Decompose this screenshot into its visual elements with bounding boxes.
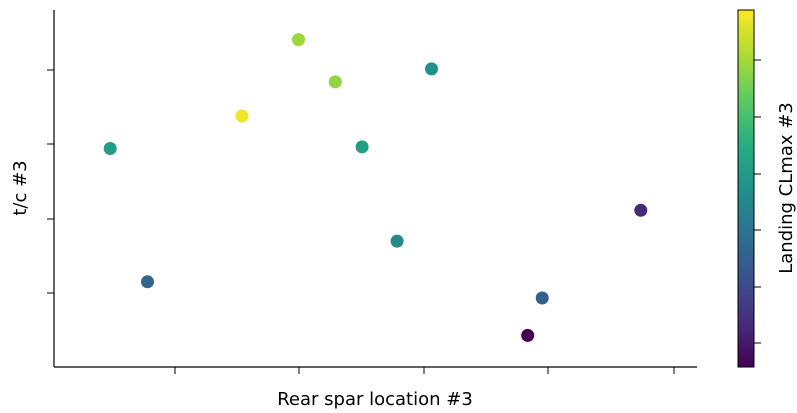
scatter-point — [292, 33, 305, 47]
scatter-point — [390, 234, 404, 248]
scatter-point — [235, 109, 249, 123]
scatter-point — [141, 275, 154, 289]
scatter-point — [521, 328, 535, 342]
scatter-point — [634, 203, 648, 217]
scatter-point — [328, 75, 342, 89]
scatter-point — [355, 140, 369, 154]
x-axis-label: Rear spar location #3 — [277, 389, 473, 410]
scatter-point — [535, 291, 549, 305]
colorbar: Landing CLmax #3 — [737, 9, 797, 368]
y-axis-ticks — [47, 69, 54, 294]
scatter-point — [103, 142, 117, 155]
x-axis-ticks — [174, 367, 675, 374]
colorbar-label: Landing CLmax #3 — [776, 102, 797, 274]
colorbar-ticks — [754, 59, 761, 344]
scatter-point — [425, 62, 438, 76]
y-axis-label: t/c #3 — [10, 160, 31, 215]
scatter-points — [103, 33, 648, 342]
colorbar-gradient — [737, 9, 755, 368]
